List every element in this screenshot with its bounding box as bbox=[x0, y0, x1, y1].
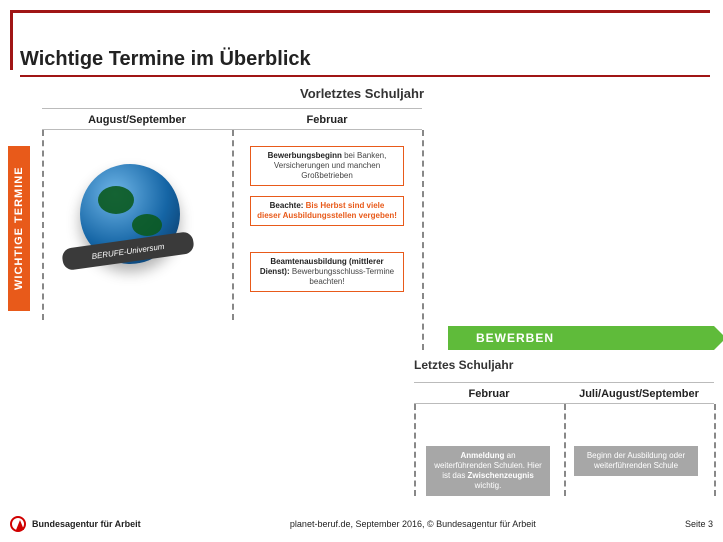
slide-title: Wichtige Termine im Überblick bbox=[20, 48, 710, 77]
col-februar-bottom: Februar bbox=[414, 383, 564, 403]
grey-box-beginn: Beginn der Ausbildung oder weiterführend… bbox=[574, 446, 698, 476]
text: Bewerbungsschluss-Termine beachten! bbox=[290, 267, 395, 286]
footer-page: Seite 3 bbox=[685, 519, 713, 529]
col-aug-sep: August/September bbox=[42, 109, 232, 129]
text: Beachte: bbox=[270, 201, 306, 210]
text: Anmeldung bbox=[460, 451, 504, 460]
globe-graphic: BERUFE-Universum bbox=[70, 164, 190, 284]
text: wichtig. bbox=[475, 481, 502, 490]
col-februar-top: Februar bbox=[232, 109, 422, 129]
grey-box-anmeldung: Anmeldung an weiterführenden Schulen. Hi… bbox=[426, 446, 550, 496]
info-box-bewerbungsbeginn: Bewerbungsbeginn bei Banken, Versicherun… bbox=[250, 146, 404, 186]
vline bbox=[422, 130, 424, 350]
footer-agency: Bundesagentur für Arbeit bbox=[32, 519, 141, 529]
vline bbox=[232, 130, 234, 320]
accent-bar-horizontal bbox=[10, 10, 710, 13]
ba-logo-icon bbox=[10, 516, 26, 532]
text: Bewerbungsbeginn bbox=[268, 151, 342, 160]
text: Zwischenzeugnis bbox=[468, 471, 534, 480]
header-letztes: Letztes Schuljahr bbox=[414, 358, 513, 372]
top-column-headers: August/September Februar bbox=[42, 108, 422, 130]
footer: Bundesagentur für Arbeit planet-beruf.de… bbox=[0, 506, 723, 542]
vline bbox=[42, 130, 44, 320]
bottom-column-headers: Februar Juli/August/September bbox=[414, 382, 714, 404]
footer-citation: planet-beruf.de, September 2016, © Bunde… bbox=[141, 519, 685, 529]
info-box-beamten: Beamtenausbildung (mittlerer Dienst): Be… bbox=[250, 252, 404, 292]
header-vorletztes: Vorletztes Schuljahr bbox=[8, 86, 716, 101]
timeline-diagram: Vorletztes Schuljahr August/September Fe… bbox=[8, 86, 716, 496]
info-box-beachte: Beachte: Bis Herbst sind viele dieser Au… bbox=[250, 196, 404, 226]
vline bbox=[564, 404, 566, 496]
vline bbox=[414, 404, 416, 496]
bewerben-arrow: BEWERBEN bbox=[448, 326, 714, 350]
vertical-label-termine: WICHTIGE TERMINE bbox=[8, 146, 30, 311]
vline bbox=[714, 404, 716, 496]
col-jul-aug-sep: Juli/August/September bbox=[564, 383, 714, 403]
accent-bar-vertical bbox=[10, 10, 13, 70]
